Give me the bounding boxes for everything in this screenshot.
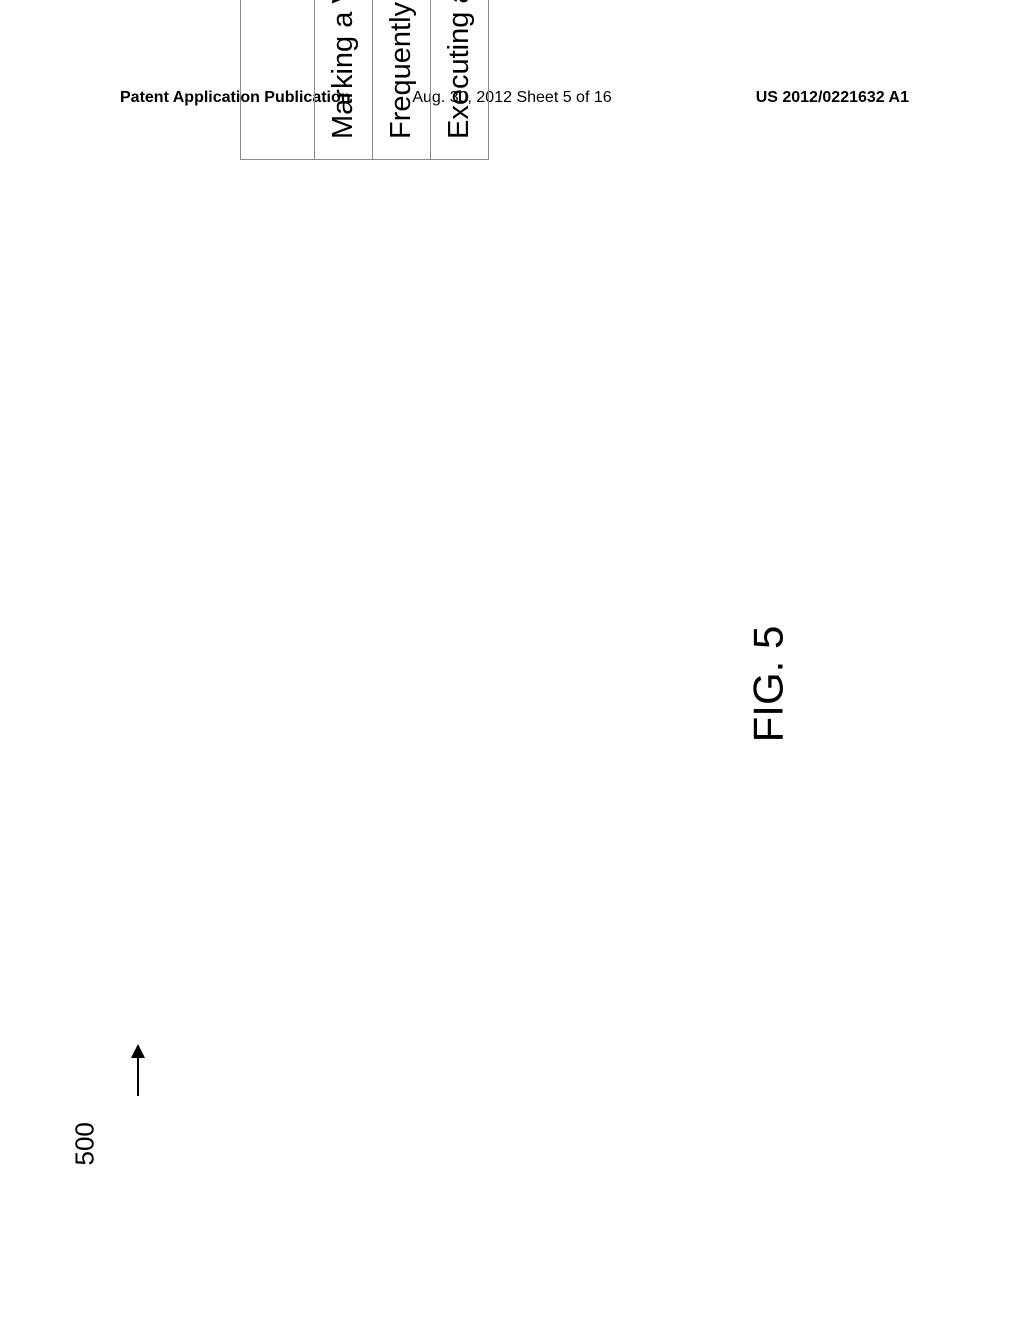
figure-label: FIG. 5 bbox=[744, 626, 792, 743]
table-row: Marking a View as a Favorite bbox=[315, 0, 373, 160]
table-row: Frequently Accessing a View bbox=[373, 0, 431, 160]
header-patent-number: US 2012/0221632 A1 bbox=[756, 89, 909, 107]
table-title: Cached Actions bbox=[241, 0, 315, 160]
cached-actions-table: Cached Actions Marking a View as a Favor… bbox=[240, 0, 489, 160]
reference-number: 500 bbox=[70, 1122, 101, 1165]
reference-arrow bbox=[137, 1046, 139, 1096]
table-row: Executing a Cached Only Action on a Non-… bbox=[431, 0, 489, 160]
page-header: Patent Application Publication Aug. 30, … bbox=[0, 89, 1024, 107]
